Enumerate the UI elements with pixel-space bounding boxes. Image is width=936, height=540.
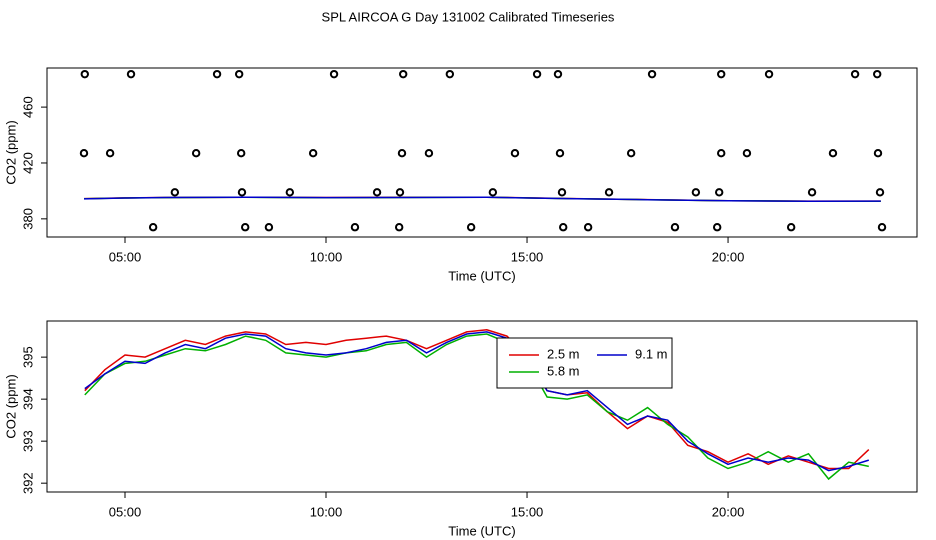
plot-frame — [46, 67, 918, 238]
series-line — [84, 333, 869, 481]
data-point — [873, 148, 883, 158]
y-tick-label: 395 — [20, 346, 35, 368]
data-point — [148, 223, 158, 232]
data-point — [424, 148, 434, 158]
data-point — [399, 69, 408, 79]
data-point — [807, 188, 817, 197]
y-axis-label: CO2 (ppm) — [3, 120, 18, 184]
data-point — [397, 148, 407, 158]
data-point — [510, 148, 520, 158]
data-point — [872, 69, 882, 79]
legend-label: 5.8 m — [547, 363, 580, 378]
data-point — [170, 188, 180, 197]
data-point — [559, 223, 568, 232]
legend-label: 2.5 m — [547, 346, 580, 361]
x-tick-label: 10:00 — [310, 249, 343, 264]
data-point — [126, 69, 136, 79]
data-point — [604, 188, 614, 197]
data-point — [488, 188, 498, 197]
legend-label: 9.1 m — [635, 346, 668, 361]
data-point — [241, 223, 250, 232]
x-tick-label: 20:00 — [712, 504, 745, 519]
data-point — [445, 69, 455, 79]
data-point — [237, 188, 247, 197]
data-point — [557, 188, 567, 197]
data-point — [583, 223, 593, 232]
data-point — [553, 69, 563, 79]
data-point — [850, 69, 860, 79]
data-point — [372, 188, 382, 197]
series-line — [84, 331, 870, 472]
data-point — [742, 148, 752, 158]
data-point — [555, 148, 565, 158]
data-point — [828, 148, 838, 158]
y-tick-label: 460 — [20, 96, 35, 118]
data-point — [395, 188, 405, 197]
data-point — [691, 188, 701, 197]
y-tick-label: 392 — [20, 472, 35, 494]
data-point — [712, 223, 722, 232]
x-tick-label: 10:00 — [310, 504, 343, 519]
data-point — [714, 188, 724, 197]
page-title: SPL AIRCOA G Day 131002 Calibrated Times… — [322, 9, 615, 24]
data-point — [329, 69, 339, 79]
y-tick-label: 380 — [20, 208, 35, 230]
series-line — [84, 329, 870, 470]
data-point — [786, 223, 796, 232]
x-tick-label: 05:00 — [109, 249, 142, 264]
data-point — [532, 69, 542, 79]
y-axis-label: CO2 (ppm) — [3, 374, 18, 438]
data-point — [717, 148, 726, 158]
data-point — [236, 148, 246, 158]
x-tick-label: 15:00 — [511, 504, 544, 519]
y-tick-label: 393 — [20, 430, 35, 452]
data-point — [105, 148, 115, 158]
data-point — [647, 69, 657, 79]
data-point — [764, 69, 774, 79]
x-axis-label: Time (UTC) — [448, 268, 515, 283]
data-point — [264, 223, 274, 232]
data-point — [80, 69, 89, 79]
data-point — [79, 148, 89, 158]
data-point — [626, 148, 636, 158]
data-point — [877, 223, 887, 232]
data-point — [875, 188, 885, 197]
data-point — [670, 223, 680, 232]
y-tick-label: 394 — [20, 388, 35, 410]
data-point — [234, 69, 244, 79]
data-point — [285, 188, 295, 197]
data-point — [191, 148, 201, 158]
x-tick-label: 05:00 — [109, 504, 142, 519]
x-tick-label: 20:00 — [712, 249, 745, 264]
data-point — [394, 223, 404, 232]
legend-box — [496, 337, 673, 389]
series-line — [83, 196, 881, 202]
x-tick-label: 15:00 — [511, 249, 544, 264]
data-point — [212, 69, 222, 79]
data-point — [717, 69, 726, 79]
data-point — [466, 223, 476, 232]
data-point — [308, 148, 318, 158]
data-point — [350, 223, 360, 232]
plot-frame — [46, 320, 918, 493]
x-axis-label: Time (UTC) — [448, 523, 515, 538]
y-tick-label: 420 — [20, 152, 35, 174]
